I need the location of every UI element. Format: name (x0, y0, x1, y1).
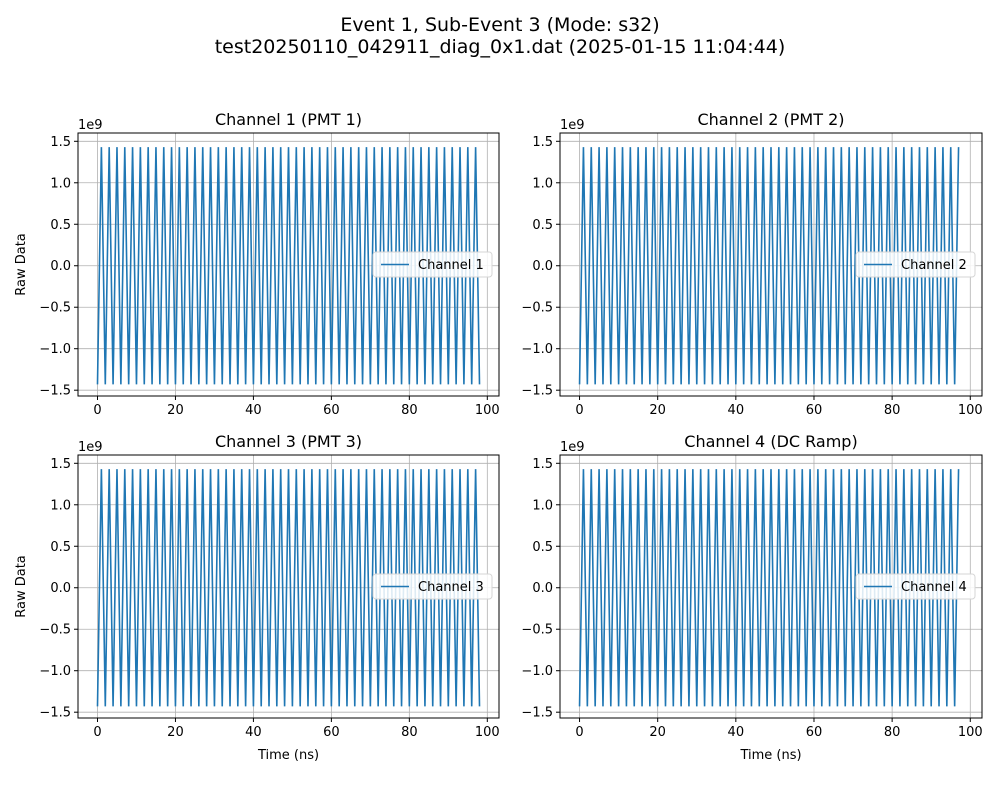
y-tick-label: −1.5 (521, 706, 553, 721)
y-tick-label: 1.5 (50, 457, 71, 472)
figure-title-line1: Event 1, Sub-Event 3 (Mode: s32) (340, 14, 660, 36)
y-tick-label: 1.5 (532, 457, 553, 472)
legend-box (372, 251, 493, 278)
x-tick-label: 100 (475, 725, 500, 740)
y-tick-label: 0.0 (532, 259, 553, 274)
x-tick-label: 100 (958, 403, 983, 418)
legend-box (855, 573, 976, 600)
legend: Channel 4 (855, 573, 976, 600)
axes-frame (559, 132, 983, 397)
series-line-channel-4 (578, 469, 960, 707)
legend: Channel 1 (372, 251, 493, 278)
chart-panel-4: 0 20 40 60 80 100 −1.5 −1.0 −0.5 0.0 0.5 1.0 1.5 1e9 C… (521, 432, 982, 763)
legend-label: Channel 2 (901, 258, 967, 273)
x-tick-label: 40 (728, 403, 745, 418)
axes-frame (559, 454, 983, 719)
y-offset-label: 1e9 (560, 440, 585, 455)
x-tick-label: 0 (575, 725, 583, 740)
y-tick-label: −0.5 (39, 623, 71, 638)
y-tick-label: −1.5 (39, 706, 71, 721)
subplot-title: Channel 1 (PMT 1) (215, 110, 362, 129)
x-tick-label: 20 (167, 725, 184, 740)
y-tick-label: −0.5 (521, 623, 553, 638)
legend-label: Channel 4 (901, 580, 967, 595)
figure-title-line2: test20250110_042911_diag_0x1.dat (2025-0… (214, 36, 786, 58)
x-tick-label: 20 (649, 403, 666, 418)
series-line-channel-3 (96, 469, 481, 707)
chart-panel-1: 0 20 40 60 80 100 −1.5 −1.0 −0.5 0.0 0.5 1.0 1.5 1e9 C… (14, 110, 500, 418)
x-tick-label: 100 (475, 403, 500, 418)
subplot-title: Channel 4 (DC Ramp) (684, 432, 857, 451)
y-tick-label: 0.5 (532, 540, 553, 555)
y-tick-label: −1.0 (521, 342, 553, 357)
y-tick-label: 0.0 (50, 259, 71, 274)
y-tick-label: 0.5 (50, 218, 71, 233)
x-tick-label: 60 (323, 725, 340, 740)
x-tick-label: 80 (884, 725, 901, 740)
x-tick-label: 40 (245, 725, 262, 740)
y-offset-label: 1e9 (78, 440, 103, 455)
series-line-channel-1 (96, 147, 481, 385)
legend-box (372, 573, 493, 600)
y-tick-label: −1.0 (521, 664, 553, 679)
x-tick-label: 60 (806, 403, 823, 418)
y-axis-label: Raw Data (14, 555, 29, 618)
y-tick-label: 1.0 (50, 498, 71, 513)
legend-box (855, 251, 976, 278)
y-offset-label: 1e9 (560, 118, 585, 133)
y-tick-label: 1.0 (50, 176, 71, 191)
chart-panel-2: 0 20 40 60 80 100 −1.5 −1.0 −0.5 0.0 0.5 1.0 1.5 1e9 C… (521, 110, 982, 418)
y-tick-label: −1.5 (521, 384, 553, 399)
subplot-title: Channel 2 (PMT 2) (697, 110, 844, 129)
legend-label: Channel 3 (418, 580, 484, 595)
legend: Channel 2 (855, 251, 976, 278)
x-tick-label: 40 (245, 403, 262, 418)
y-axis-label: Raw Data (14, 233, 29, 296)
chart-panel-3: 0 20 40 60 80 100 −1.5 −1.0 −0.5 0.0 0.5 1.0 1.5 1e9 C… (14, 432, 500, 763)
axes-frame (77, 132, 500, 397)
subplot-title: Channel 3 (PMT 3) (215, 432, 362, 451)
y-tick-label: 1.0 (532, 176, 553, 191)
x-tick-label: 0 (93, 725, 101, 740)
axes-frame (77, 454, 500, 719)
x-tick-label: 40 (728, 725, 745, 740)
x-tick-label: 80 (401, 403, 418, 418)
x-tick-label: 0 (575, 403, 583, 418)
y-tick-label: 1.5 (50, 135, 71, 150)
y-tick-label: 0.5 (532, 218, 553, 233)
y-tick-label: 0.0 (50, 581, 71, 596)
y-tick-label: 1.0 (532, 498, 553, 513)
x-tick-label: 20 (649, 725, 666, 740)
x-axis-label: Time (ns) (739, 748, 801, 763)
y-offset-label: 1e9 (78, 118, 103, 133)
x-tick-label: 80 (401, 725, 418, 740)
y-tick-label: 1.5 (532, 135, 553, 150)
y-tick-label: −0.5 (39, 301, 71, 316)
x-tick-label: 0 (93, 403, 101, 418)
x-tick-label: 80 (884, 403, 901, 418)
x-tick-label: 60 (323, 403, 340, 418)
y-tick-label: −1.5 (39, 384, 71, 399)
x-axis-label: Time (ns) (257, 748, 319, 763)
x-tick-label: 60 (806, 725, 823, 740)
y-tick-label: −1.0 (39, 342, 71, 357)
legend: Channel 3 (372, 573, 493, 600)
y-tick-label: 0.5 (50, 540, 71, 555)
x-tick-label: 20 (167, 403, 184, 418)
y-tick-label: 0.0 (532, 581, 553, 596)
series-line-channel-2 (578, 147, 960, 385)
x-tick-label: 100 (958, 725, 983, 740)
y-tick-label: −1.0 (39, 664, 71, 679)
legend-label: Channel 1 (418, 258, 484, 273)
y-tick-label: −0.5 (521, 301, 553, 316)
